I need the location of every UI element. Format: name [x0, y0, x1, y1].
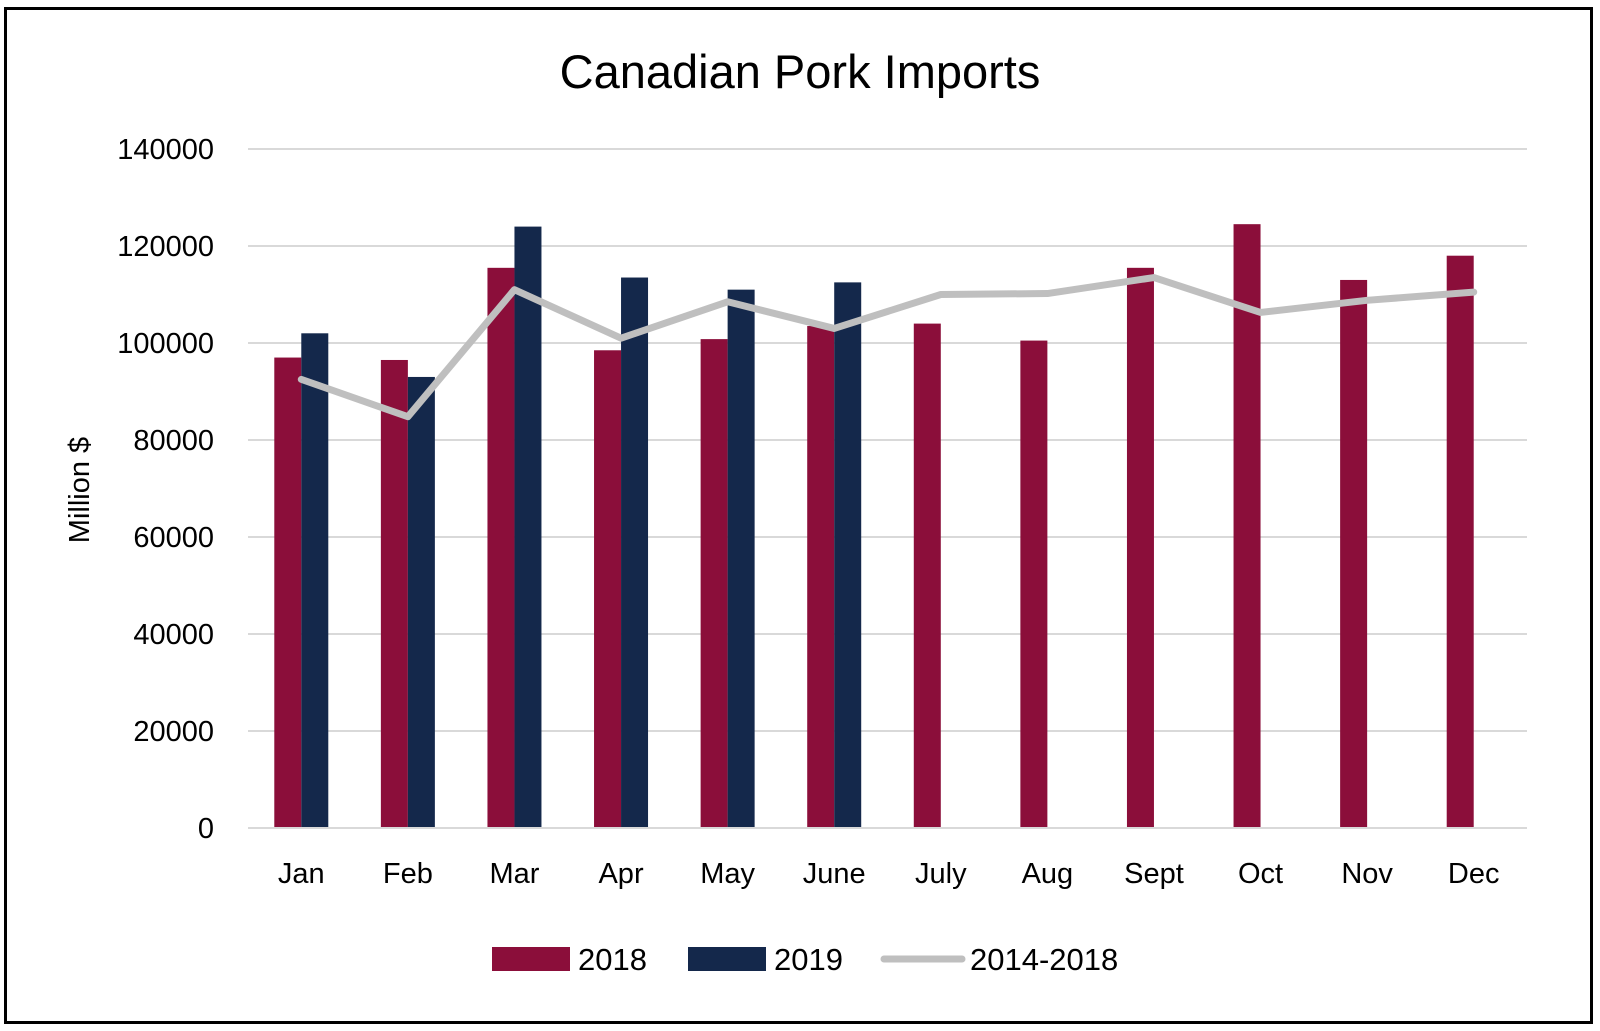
y-tick-label: 60000	[133, 522, 214, 554]
line-2014-2018	[297, 274, 1478, 421]
bar-2019-Mar	[514, 226, 542, 829]
y-axis-ticks: 0 20000 40000 60000 80000 100000 120000 140000	[117, 134, 214, 845]
bar-2018-Oct	[1233, 224, 1261, 829]
gridlines	[248, 148, 1527, 829]
legend-label-2014-2018: 2014-2018	[970, 942, 1118, 977]
line-series	[297, 274, 1478, 421]
x-tick-label: Aug	[1022, 858, 1074, 890]
x-tick-label: Nov	[1341, 858, 1393, 890]
legend-swatch-2019	[688, 947, 766, 971]
y-axis-label: Million $	[64, 437, 96, 543]
y-tick-label: 100000	[117, 328, 214, 360]
y-tick-label: 40000	[133, 619, 214, 651]
bar-2018-Dec	[1446, 255, 1474, 828]
x-tick-label: Jan	[278, 858, 325, 890]
x-tick-label: Mar	[489, 858, 539, 890]
x-tick-label: Oct	[1238, 858, 1283, 890]
bar-2018-Jan	[274, 357, 302, 828]
bar-2018-Feb	[380, 359, 408, 828]
bar-2019-Apr	[621, 277, 649, 828]
chart-title: Canadian Pork Imports	[560, 45, 1041, 98]
legend-label-2019: 2019	[774, 942, 843, 977]
bar-2018-Sept	[1126, 267, 1154, 828]
bar-2018-June	[807, 326, 835, 828]
bar-2018-July	[913, 323, 941, 828]
legend: 2018 2019 2014-2018	[492, 942, 1118, 977]
bar-2019-June	[834, 282, 862, 828]
bar-2018-May	[700, 339, 728, 828]
x-tick-label: May	[700, 858, 755, 890]
x-tick-label: Apr	[598, 858, 643, 890]
legend-label-2018: 2018	[578, 942, 647, 977]
x-tick-label: July	[915, 858, 967, 890]
bar-2018-Aug	[1020, 340, 1048, 828]
y-tick-label: 0	[198, 813, 214, 845]
bar-2019-May	[727, 289, 755, 828]
x-tick-label: Feb	[383, 858, 433, 890]
legend-swatch-2018	[492, 947, 570, 971]
y-tick-label: 140000	[117, 134, 214, 166]
x-tick-label: June	[803, 858, 866, 890]
chart-frame	[4, 7, 1593, 1024]
bars	[248, 224, 1527, 829]
bar-2018-Nov	[1340, 279, 1368, 828]
x-tick-label: Dec	[1448, 858, 1500, 890]
bar-2019-Jan	[301, 333, 329, 828]
x-axis-ticks: Jan Feb Mar Apr May June July Aug Sept Oct Nov Dec	[278, 858, 1500, 890]
bar-2019-Feb	[407, 376, 435, 828]
y-tick-label: 120000	[117, 231, 214, 263]
x-tick-label: Sept	[1124, 858, 1184, 890]
y-tick-label: 20000	[133, 716, 214, 748]
y-tick-label: 80000	[133, 425, 214, 457]
bar-2018-Apr	[594, 350, 622, 828]
bar-2018-Mar	[487, 267, 515, 828]
